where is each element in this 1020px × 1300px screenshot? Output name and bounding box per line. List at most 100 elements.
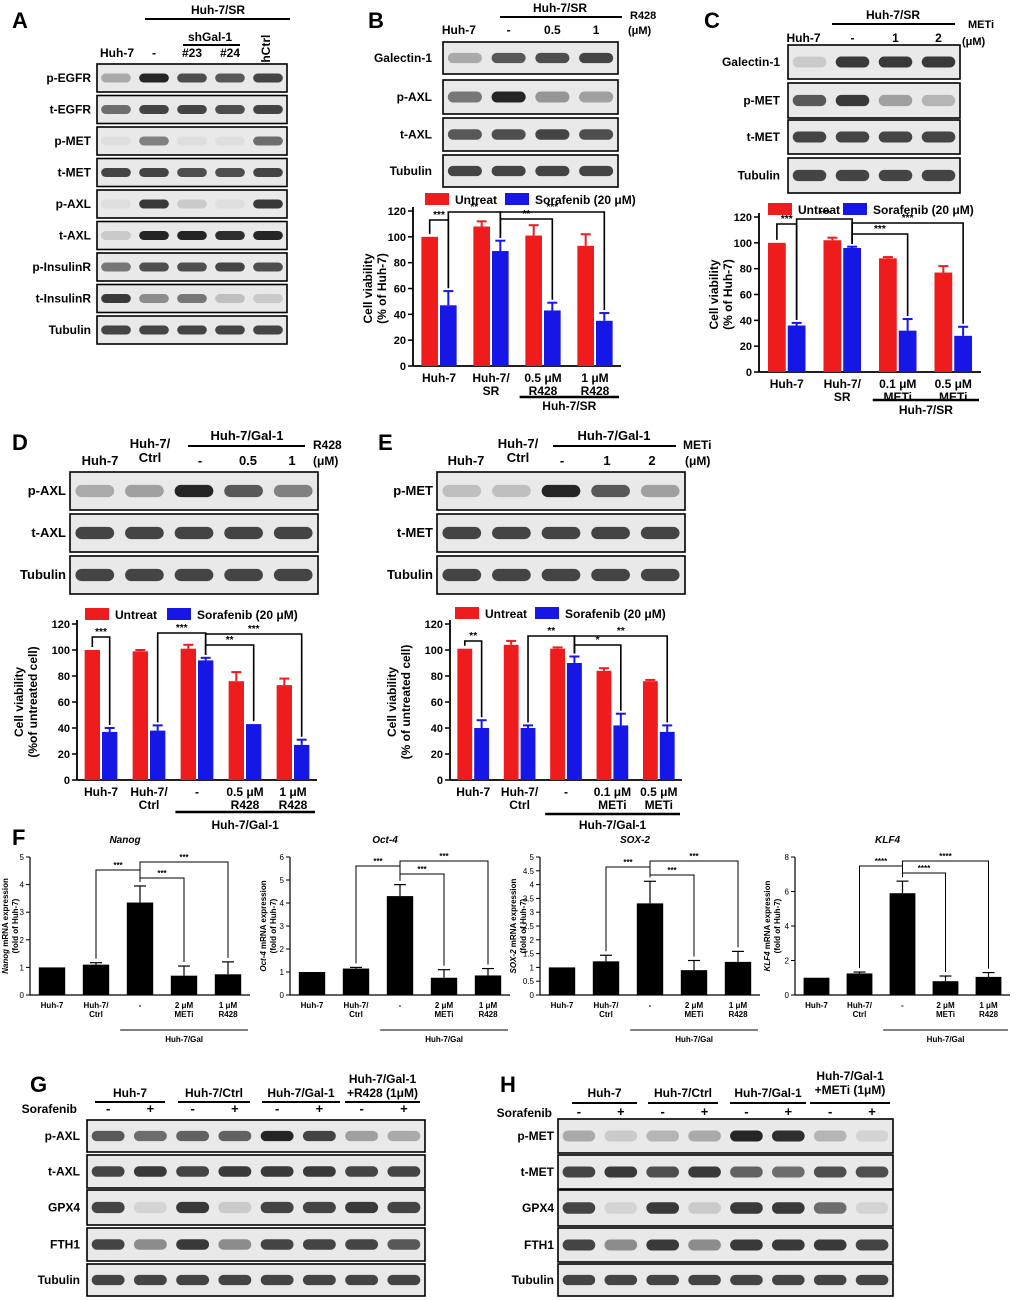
y-tick-label: 5 bbox=[20, 853, 25, 862]
band bbox=[174, 526, 214, 540]
y-tick-label: 2 bbox=[20, 936, 25, 945]
lane-label: #24 bbox=[220, 46, 240, 60]
blot-t-egfr: t-EGFR bbox=[50, 94, 288, 125]
band bbox=[125, 526, 164, 540]
y-axis-label-2: (fold of Huh-7) bbox=[773, 898, 782, 953]
blot-label: GPX4 bbox=[522, 1201, 554, 1215]
y-axis-label-rest: mRNA expression bbox=[509, 878, 518, 949]
y-tick-label: 0 bbox=[437, 775, 443, 787]
group-label: Huh-7/SR bbox=[533, 1, 587, 15]
x-tick-label: R428 bbox=[231, 798, 260, 812]
x-tick-label: R428 bbox=[529, 384, 558, 398]
lane-label: 1 bbox=[603, 453, 610, 468]
bar bbox=[198, 660, 214, 780]
blot-galectin-1: Galectin-1 bbox=[722, 44, 961, 80]
blot-label: Tubulin bbox=[387, 567, 433, 582]
y-tick-label: 40 bbox=[740, 315, 752, 327]
panel-e-blots: Huh-7/Gal-1 METi (μM) Huh-7 Huh-7/Ctrl - 1 2 p-M… bbox=[387, 428, 711, 595]
group-label: Huh-7/Gal-1 bbox=[267, 1086, 335, 1100]
y-tick-label: 2 bbox=[530, 936, 535, 945]
bar bbox=[214, 974, 242, 995]
band bbox=[771, 1239, 805, 1251]
band bbox=[591, 484, 630, 498]
y-tick-label: 4 bbox=[785, 922, 790, 931]
band bbox=[139, 262, 169, 272]
significance-label: *** bbox=[157, 869, 167, 878]
bar bbox=[724, 961, 752, 995]
band bbox=[646, 1274, 680, 1286]
x-tick-label: 0.5 μM bbox=[226, 785, 263, 799]
significance-label: **** bbox=[939, 852, 952, 861]
y-axis-label-gene: Nanog bbox=[1, 949, 10, 974]
bar bbox=[823, 240, 842, 372]
panel-g: Huh-7 Huh-7/Ctrl Huh-7/Gal-1Huh-7/Gal-1+R4… bbox=[22, 1072, 426, 1297]
x-tick-label: Huh-7/ bbox=[847, 1001, 873, 1010]
band bbox=[442, 568, 482, 582]
chart-D: 0 20 40 60 80 100 120 Cell viability (%of untrea… bbox=[12, 608, 317, 832]
blot-label: GPX4 bbox=[48, 1201, 80, 1215]
band bbox=[535, 165, 570, 177]
x-tick-label: R428 bbox=[478, 1010, 498, 1019]
x-tick-label: 0.5 μM bbox=[524, 371, 561, 385]
band bbox=[387, 1166, 421, 1177]
band bbox=[640, 484, 680, 498]
y-tick-label: 4 bbox=[280, 899, 285, 908]
band bbox=[562, 1202, 596, 1214]
blot-label: Tubulin bbox=[390, 164, 432, 178]
significance-label: ** bbox=[547, 626, 555, 637]
y-tick-label: 0 bbox=[64, 775, 70, 787]
band bbox=[835, 94, 870, 107]
x-tick-label: SR bbox=[483, 384, 500, 398]
band bbox=[492, 526, 531, 540]
bar bbox=[457, 648, 473, 780]
y-axis-label: Cell viability bbox=[361, 253, 375, 323]
band bbox=[646, 1239, 680, 1251]
band bbox=[579, 91, 614, 103]
panel-letter-h: H bbox=[500, 1072, 516, 1097]
panel-letter-f: F bbox=[12, 825, 25, 850]
significance-label: *** bbox=[902, 213, 914, 224]
band bbox=[835, 131, 870, 143]
band bbox=[491, 129, 526, 140]
blot-label: p-AXL bbox=[45, 1129, 80, 1143]
bar bbox=[38, 967, 66, 995]
band bbox=[591, 526, 630, 540]
bar bbox=[84, 650, 100, 780]
blot-label: t-AXL bbox=[400, 128, 432, 142]
x-tick-label: 1 μM bbox=[979, 1001, 998, 1010]
legend-swatch bbox=[455, 607, 479, 619]
x-tick-label: Ctrl bbox=[599, 1010, 613, 1019]
significance-label: *** bbox=[113, 861, 123, 870]
band bbox=[447, 52, 482, 64]
bar bbox=[342, 968, 370, 995]
bar bbox=[577, 245, 594, 366]
bar bbox=[503, 644, 519, 780]
y-tick-label: 3 bbox=[20, 908, 25, 917]
band bbox=[91, 1201, 125, 1214]
band bbox=[215, 262, 245, 272]
band bbox=[139, 294, 169, 303]
band bbox=[101, 136, 131, 146]
x-tick-label: Huh-7/ bbox=[130, 785, 168, 799]
band bbox=[591, 568, 630, 582]
lane-label: #23 bbox=[182, 46, 202, 60]
band bbox=[101, 199, 131, 209]
significance-label: **** bbox=[918, 864, 931, 873]
blot-p-met: p-MET bbox=[54, 126, 288, 156]
blot-p-axl: p-AXL bbox=[397, 79, 619, 115]
band bbox=[101, 168, 131, 177]
x-tick-label: R428 bbox=[728, 1010, 748, 1019]
blot-label: t-InsulinR bbox=[36, 292, 92, 306]
blot-label: t-AXL bbox=[59, 229, 91, 243]
group-label: Huh-7/Ctrl bbox=[185, 1086, 243, 1100]
band bbox=[604, 1202, 638, 1214]
panel-b-blots: Huh-7/SR R428 (μM) Huh-7 - 0.5 1 Galectin-1 p-AX… bbox=[374, 1, 656, 188]
band bbox=[835, 169, 870, 182]
blot-p-met: p-MET bbox=[393, 471, 686, 511]
bar bbox=[898, 330, 917, 372]
y-axis-label-gene: Oct-4 bbox=[259, 951, 268, 972]
x-tick-label: Huh-7 bbox=[84, 785, 118, 799]
band bbox=[139, 73, 169, 83]
